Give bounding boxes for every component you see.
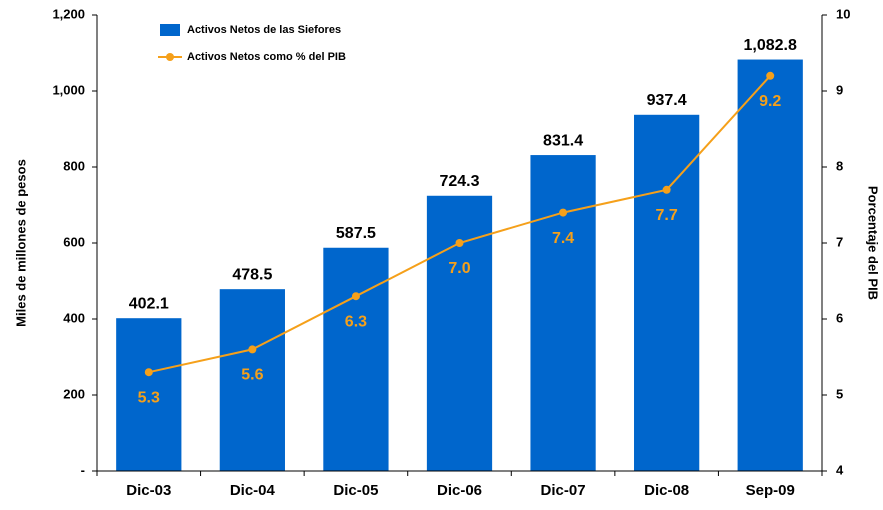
line-value-label: 7.0: [448, 260, 470, 277]
line-point: [144, 368, 153, 377]
y2-tick-label: 8: [836, 158, 843, 173]
y2-tick-label: 7: [836, 234, 843, 249]
y2-tick-label: 6: [836, 310, 843, 325]
y-tick-label: 1,000: [52, 82, 85, 97]
line-value-label: 7.4: [552, 230, 574, 247]
line-point: [559, 208, 568, 217]
bar-value-label: 402.1: [129, 295, 169, 312]
bar-value-label: 937.4: [647, 92, 687, 109]
line-point: [351, 292, 360, 301]
x-tick-label: Dic-07: [541, 482, 586, 499]
line-point: [248, 345, 257, 354]
line-point: [766, 71, 775, 80]
line-value-label: 5.6: [241, 367, 263, 384]
legend-label: Activos Netos como % del PIB: [187, 51, 346, 63]
line-value-label: 9.2: [759, 93, 781, 110]
y2-axis-title: Porcentaje del PIB: [866, 186, 881, 300]
y2-tick-label: 9: [836, 82, 843, 97]
y-axis-title: Miles de millones de pesos: [13, 159, 28, 327]
y-tick-label: 600: [63, 234, 85, 249]
bar: [634, 114, 700, 472]
bar-value-label: 478.5: [232, 266, 272, 283]
line-value-label: 5.3: [138, 389, 160, 406]
bar: [219, 289, 285, 471]
y2-tick-label: 10: [836, 6, 850, 21]
y-tick-label: -: [81, 462, 85, 477]
legend-swatch: [166, 53, 174, 61]
x-tick-label: Dic-06: [437, 482, 482, 499]
y-tick-label: 800: [63, 158, 85, 173]
y-tick-label: 400: [63, 310, 85, 325]
line-point: [662, 185, 671, 194]
x-tick-label: Sep-09: [746, 482, 795, 499]
x-tick-label: Dic-05: [333, 482, 378, 499]
x-tick-label: Dic-08: [644, 482, 689, 499]
y2-tick-label: 5: [836, 386, 843, 401]
bar-value-label: 831.4: [543, 132, 583, 149]
bar-value-label: 587.5: [336, 225, 376, 242]
x-tick-label: Dic-04: [230, 482, 276, 499]
bar-value-label: 724.3: [439, 173, 479, 190]
legend-swatch: [160, 24, 180, 36]
y-tick-label: 200: [63, 386, 85, 401]
x-tick-label: Dic-03: [126, 482, 171, 499]
line-value-label: 7.7: [656, 207, 678, 224]
y-tick-label: 1,200: [52, 6, 85, 21]
line-point: [455, 239, 464, 247]
bar: [737, 59, 803, 471]
bar-value-label: 1,082.8: [744, 37, 797, 54]
legend-label: Activos Netos de las Siefores: [187, 24, 341, 36]
y2-tick-label: 4: [836, 462, 844, 477]
bar: [530, 155, 596, 471]
bar: [323, 247, 389, 471]
bar: [116, 318, 182, 471]
line-value-label: 6.3: [345, 313, 367, 330]
